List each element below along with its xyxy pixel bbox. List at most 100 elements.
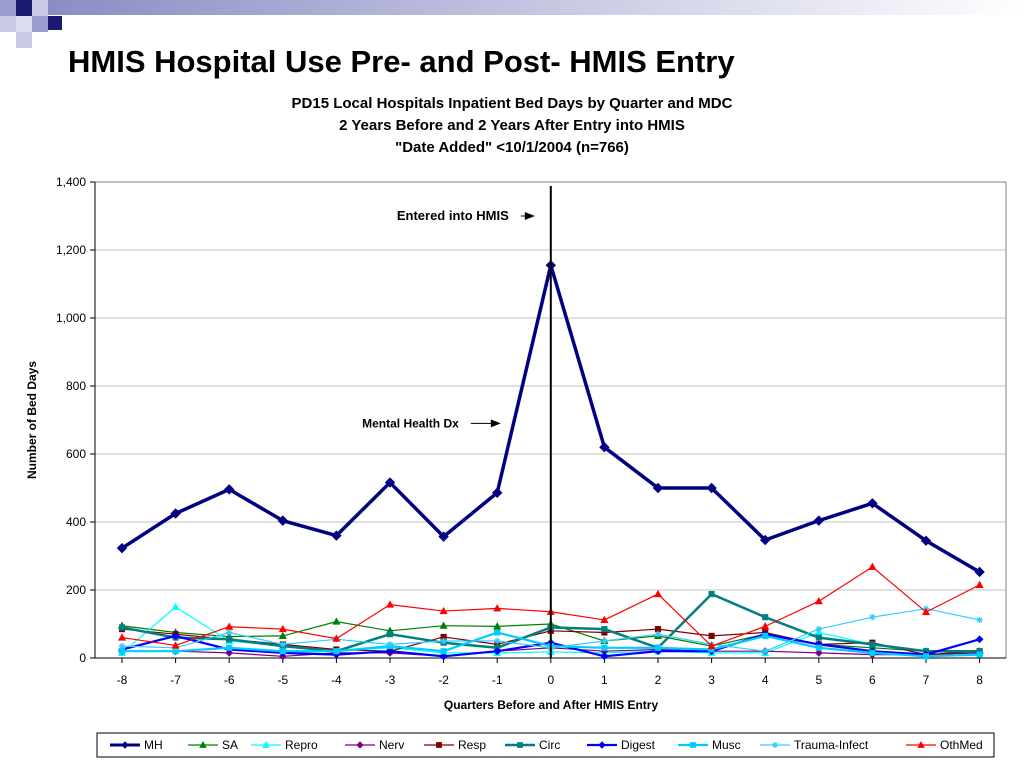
data-point bbox=[331, 530, 342, 541]
legend-item-digest: Digest bbox=[587, 738, 656, 752]
data-point bbox=[598, 741, 606, 749]
annotation-label: Entered into HMIS bbox=[397, 208, 509, 223]
legend-item-resp: Resp bbox=[424, 738, 486, 752]
data-point bbox=[815, 625, 822, 633]
data-point bbox=[708, 591, 715, 598]
data-point bbox=[439, 621, 448, 629]
data-point bbox=[118, 642, 126, 650]
legend-label: MH bbox=[144, 738, 163, 752]
data-point bbox=[772, 742, 778, 748]
x-tick-label: -5 bbox=[277, 673, 288, 687]
data-point bbox=[440, 637, 447, 645]
y-tick-label: 200 bbox=[66, 583, 86, 597]
data-point bbox=[332, 634, 341, 642]
data-point bbox=[171, 602, 180, 611]
data-point bbox=[332, 617, 341, 625]
data-point bbox=[171, 641, 180, 649]
legend-item-mh: MH bbox=[110, 738, 163, 752]
data-point bbox=[226, 629, 233, 636]
x-tick-label: 8 bbox=[976, 673, 983, 687]
annotation-label: Mental Health Dx bbox=[362, 416, 459, 430]
x-tick-label: 5 bbox=[815, 673, 822, 687]
data-point bbox=[491, 487, 503, 498]
data-point bbox=[386, 631, 394, 638]
x-tick-label: 6 bbox=[869, 673, 876, 687]
data-point bbox=[922, 653, 930, 660]
data-point bbox=[277, 515, 289, 526]
data-point bbox=[869, 649, 876, 656]
data-point bbox=[493, 604, 502, 612]
data-point bbox=[118, 648, 126, 655]
legend-label: Digest bbox=[621, 738, 656, 752]
x-tick-label: -6 bbox=[224, 673, 235, 687]
y-tick-label: 0 bbox=[79, 651, 86, 665]
legend-label: Nerv bbox=[379, 738, 404, 752]
legend-box bbox=[96, 732, 995, 758]
data-point bbox=[438, 531, 449, 542]
legend-item-circ: Circ bbox=[505, 738, 560, 752]
data-point bbox=[116, 542, 128, 554]
data-point bbox=[869, 641, 876, 648]
legend-label: Repro bbox=[285, 738, 318, 752]
x-axis-title: Quarters Before and After HMIS Entry bbox=[444, 698, 659, 712]
y-tick-label: 400 bbox=[66, 515, 86, 529]
slide-title: HMIS Hospital Use Pre- and Post- HMIS En… bbox=[68, 44, 735, 79]
data-point bbox=[118, 624, 126, 631]
legend-item-nerv: Nerv bbox=[345, 738, 404, 752]
data-point bbox=[653, 589, 663, 598]
data-point bbox=[867, 498, 878, 509]
x-tick-label: 4 bbox=[762, 673, 769, 687]
data-point bbox=[975, 580, 984, 588]
chart-title-line-3: "Date Added" <10/1/2004 (n=766) bbox=[395, 139, 629, 156]
data-point bbox=[813, 515, 825, 526]
data-point bbox=[599, 441, 610, 453]
corner-decoration bbox=[0, 0, 1024, 48]
data-point bbox=[278, 624, 287, 633]
data-point bbox=[814, 596, 823, 605]
y-tick-label: 1,000 bbox=[56, 311, 86, 325]
data-point bbox=[440, 648, 447, 655]
x-tick-label: -8 bbox=[117, 673, 128, 687]
y-tick-label: 600 bbox=[66, 447, 86, 461]
y-axis-title: Number of Bed Days bbox=[25, 361, 39, 479]
chart-title-line-1: PD15 Local Hospitals Inpatient Bed Days … bbox=[292, 95, 733, 112]
legend-label: Musc bbox=[712, 738, 741, 752]
data-point bbox=[279, 648, 286, 655]
x-tick-label: -7 bbox=[170, 673, 181, 687]
annotation-arrow-head bbox=[524, 212, 535, 220]
data-point bbox=[517, 742, 523, 748]
data-point bbox=[121, 741, 129, 749]
data-point bbox=[494, 629, 501, 636]
legend-item-sa: SA bbox=[188, 738, 238, 752]
x-tick-label: 2 bbox=[655, 673, 662, 687]
data-point bbox=[600, 615, 609, 623]
legend-label: Resp bbox=[458, 738, 486, 752]
data-point bbox=[974, 566, 985, 578]
data-point bbox=[708, 632, 715, 639]
data-point bbox=[654, 626, 662, 633]
x-tick-label: -3 bbox=[385, 673, 396, 687]
data-point bbox=[386, 641, 394, 648]
x-tick-label: 7 bbox=[923, 673, 930, 687]
data-point bbox=[199, 740, 207, 748]
data-point bbox=[869, 614, 876, 621]
data-point bbox=[690, 742, 696, 748]
data-point bbox=[920, 535, 932, 546]
data-point bbox=[436, 742, 442, 748]
data-point bbox=[762, 614, 769, 621]
data-point bbox=[170, 508, 181, 519]
data-point bbox=[761, 622, 770, 630]
data-point bbox=[601, 637, 608, 645]
x-tick-label: 0 bbox=[547, 673, 554, 687]
annotations: Entered into HMIS Mental Health Dx bbox=[362, 208, 535, 430]
data-point bbox=[225, 622, 234, 630]
x-tick-label: -4 bbox=[331, 673, 342, 687]
data-point bbox=[601, 626, 608, 633]
data-point bbox=[356, 741, 364, 749]
y-tick-label: 1,400 bbox=[56, 175, 86, 189]
legend-label: OthMed bbox=[940, 738, 983, 752]
legend: MH SA Repro Nerv Resp Circ Digest Musc Trauma-In… bbox=[110, 738, 983, 752]
data-point bbox=[868, 562, 877, 570]
data-point bbox=[439, 606, 448, 615]
